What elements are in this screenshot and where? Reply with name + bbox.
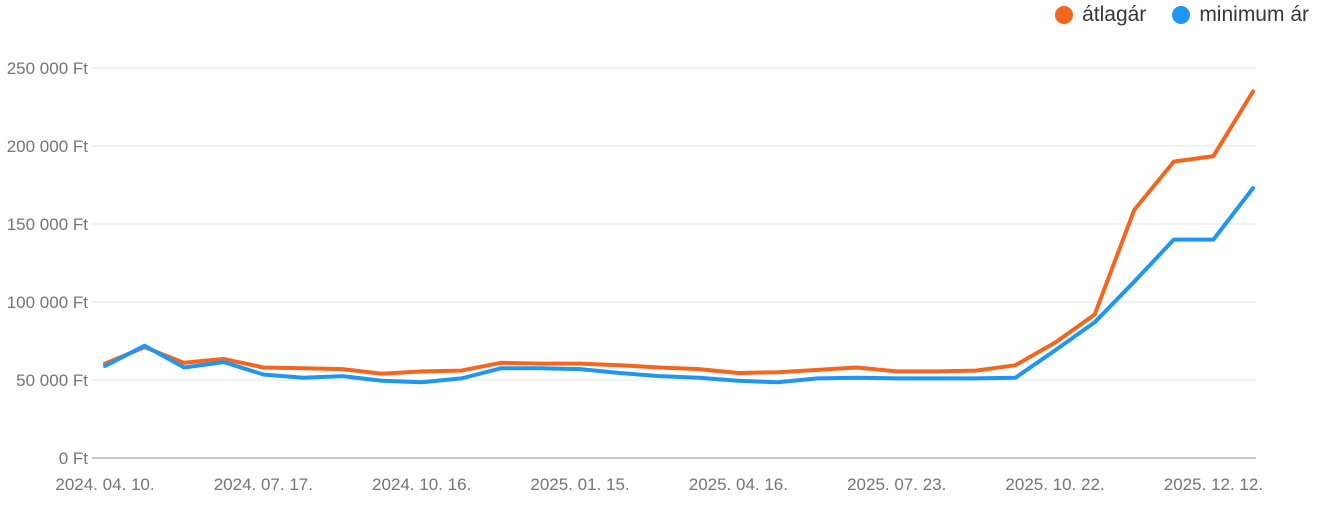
series-minimum-ar-line: [103, 186, 1255, 385]
x-axis-tick-label: 2024. 04. 10.: [55, 475, 154, 494]
x-axis-tick-label: 2025. 01. 15.: [530, 475, 629, 494]
x-axis-tick-label: 2025. 07. 23.: [847, 475, 946, 494]
x-axis-tick-label: 2024. 10. 16.: [372, 475, 471, 494]
y-axis-tick-label: 250 000 Ft: [7, 59, 89, 78]
x-axis-tick-label: 2025. 10. 22.: [1005, 475, 1104, 494]
x-axis-tick-label: 2024. 07. 17.: [214, 475, 313, 494]
x-axis-tick-label: 2025. 12. 12.: [1164, 475, 1263, 494]
y-axis-tick-label: 200 000 Ft: [7, 137, 89, 156]
x-axis-tick-label: 2025. 04. 16.: [689, 475, 788, 494]
y-axis-tick-label: 50 000 Ft: [16, 371, 88, 390]
minimum-ar-series-dot-icon: [1172, 5, 1191, 24]
atlagar-series-dot-icon: [1055, 5, 1074, 24]
legend-label-minimum-ar: minimum ár: [1199, 3, 1309, 26]
chart-legend: átlagár minimum ár: [1055, 4, 1309, 25]
legend-item-atlagar[interactable]: átlagár: [1055, 4, 1146, 25]
series-atlagar-line: [103, 89, 1255, 376]
y-axis-tick-label: 150 000 Ft: [7, 215, 89, 234]
legend-item-minimum-ar[interactable]: minimum ár: [1172, 4, 1309, 25]
y-axis-tick-label: 100 000 Ft: [7, 293, 89, 312]
y-axis-tick-label: 0 Ft: [59, 449, 89, 468]
legend-label-atlagar: átlagár: [1082, 3, 1147, 26]
